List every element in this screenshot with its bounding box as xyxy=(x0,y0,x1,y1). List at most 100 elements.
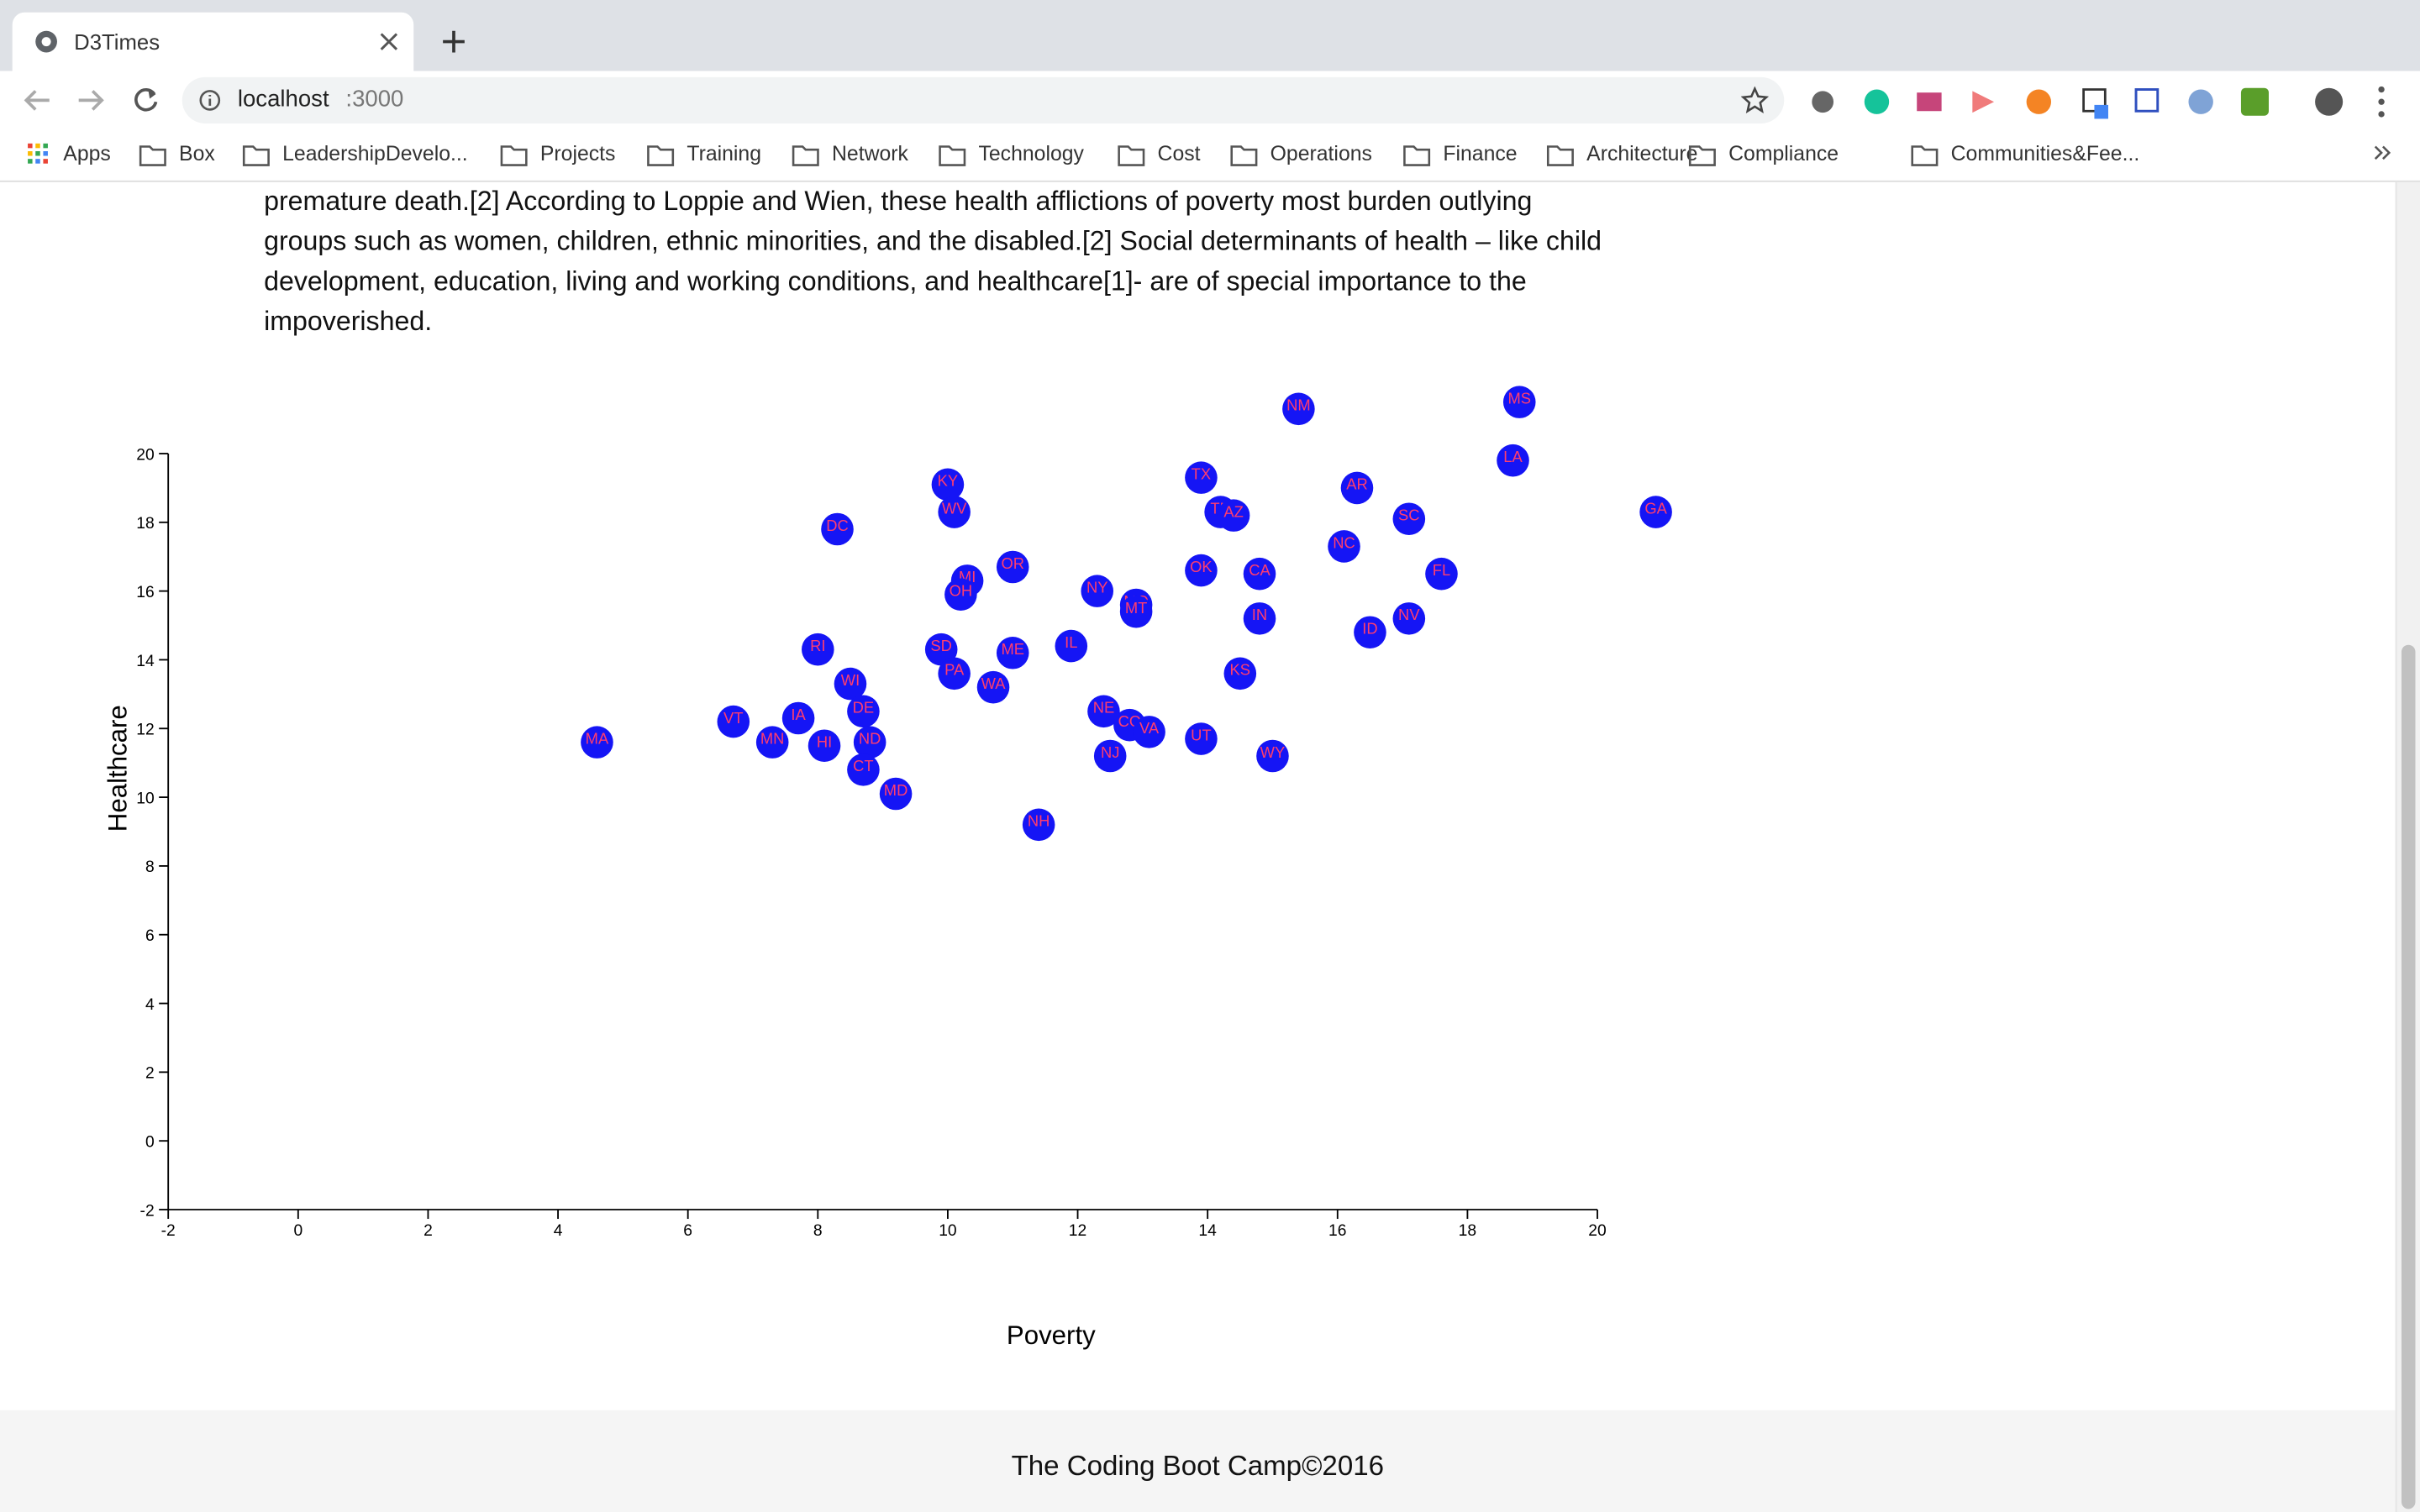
x-axis-title: Poverty xyxy=(1007,1320,1096,1350)
y-tick-label: 20 xyxy=(136,446,154,464)
more-bookmarks[interactable] xyxy=(2372,142,2394,164)
data-point xyxy=(1223,657,1257,690)
bookmark-icon xyxy=(939,145,966,166)
bookmark[interactable]: LeadershipDevelo... xyxy=(282,141,468,165)
data-point xyxy=(581,726,613,759)
bookmark-icon xyxy=(1911,145,1939,166)
bookmark-icon xyxy=(1403,145,1431,166)
y-tick-label: -2 xyxy=(140,1202,155,1220)
point-label: MD xyxy=(884,781,908,799)
point-label: KS xyxy=(1230,661,1250,679)
point-label: MT xyxy=(1125,599,1148,617)
bookmark-icon xyxy=(647,145,675,166)
bookmark[interactable]: Technology xyxy=(978,141,1084,165)
point-label: MN xyxy=(760,729,785,747)
bookmark[interactable]: Communities&Fee... xyxy=(1950,141,2140,165)
point-label: IN xyxy=(1252,606,1267,623)
point-label: NC xyxy=(1333,533,1355,551)
bookmark[interactable]: Training xyxy=(687,141,762,165)
paragraph-line: premature death.[2] According to Loppie … xyxy=(264,185,1533,217)
tab-close[interactable] xyxy=(380,33,398,51)
data-point xyxy=(1392,502,1426,536)
data-point xyxy=(781,701,815,735)
bookmark[interactable]: Architecture xyxy=(1586,141,1698,165)
point-label: SD xyxy=(930,637,952,654)
point-label: HI xyxy=(817,733,832,751)
point-label: UT xyxy=(1191,726,1211,743)
y-tick-label: 2 xyxy=(145,1065,155,1083)
bookmark[interactable]: Box xyxy=(179,141,215,165)
data-point xyxy=(853,726,886,759)
data-point xyxy=(1185,554,1218,587)
x-tick-label: 14 xyxy=(1198,1222,1217,1240)
x-tick-label: 6 xyxy=(683,1222,692,1240)
bookmark-icon xyxy=(139,145,166,166)
data-point xyxy=(1217,499,1250,532)
point-label: WI xyxy=(841,671,860,689)
bookmark[interactable]: Cost xyxy=(1157,141,1201,165)
paragraph-line: development, education, living and worki… xyxy=(264,265,1527,297)
nav-buttons[interactable] xyxy=(18,83,173,117)
tab[interactable]: D3Times xyxy=(12,12,414,71)
bookmark[interactable]: Apps xyxy=(63,141,111,165)
data-point xyxy=(821,512,854,546)
x-tick-label: 20 xyxy=(1588,1222,1606,1240)
tab-title: D3Times xyxy=(74,29,160,55)
y-tick-label: 16 xyxy=(136,584,154,601)
bookmark[interactable]: Finance xyxy=(1443,141,1518,165)
point-label: OH xyxy=(950,582,973,600)
y-axis-title: Healthcare xyxy=(103,705,133,832)
data-point xyxy=(1282,392,1315,426)
bookmark-icon xyxy=(1688,145,1716,166)
point-label: NV xyxy=(1398,606,1420,623)
data-point xyxy=(1119,595,1153,628)
data-point xyxy=(1022,808,1055,842)
data-point xyxy=(931,468,965,501)
data-point xyxy=(1425,557,1458,591)
y-tick-label: 18 xyxy=(136,515,154,533)
data-point xyxy=(717,705,750,738)
data-point xyxy=(808,729,841,763)
bookmark-icon xyxy=(1546,145,1574,166)
footer-text: The Coding Boot Camp©2016 xyxy=(1011,1450,1385,1482)
data-point xyxy=(1639,496,1672,528)
data-point xyxy=(1185,722,1218,755)
data-point xyxy=(1243,602,1276,635)
y-tick-label: 8 xyxy=(145,858,155,876)
point-label: SC xyxy=(1398,507,1420,524)
bookmark-icon xyxy=(792,145,819,166)
point-label: VT xyxy=(723,709,743,727)
bookmark[interactable]: Projects xyxy=(539,141,616,165)
point-label: WA xyxy=(981,675,1007,692)
info-icon xyxy=(199,90,221,111)
data-point xyxy=(938,657,971,690)
x-tick-label: 10 xyxy=(939,1222,956,1240)
point-label: KY xyxy=(938,472,959,490)
url-host: localhost xyxy=(237,86,329,113)
bookmark[interactable]: Network xyxy=(832,141,908,165)
data-point xyxy=(938,496,971,528)
x-tick-label: 8 xyxy=(813,1222,823,1240)
point-label: NH xyxy=(1028,812,1050,830)
scroll-thumb[interactable] xyxy=(2401,644,2416,1509)
bookmark[interactable]: Compliance xyxy=(1728,141,1839,165)
data-point xyxy=(1055,629,1088,663)
point-label: PA xyxy=(944,661,965,679)
url-port: :3000 xyxy=(345,86,404,113)
data-point xyxy=(1133,716,1165,748)
address-bar[interactable]: localhost :3000 xyxy=(182,76,1785,123)
y-tick-label: 10 xyxy=(136,790,154,807)
x-tick-label: 2 xyxy=(424,1222,433,1240)
extensions[interactable] xyxy=(1806,81,2407,123)
new-tab[interactable] xyxy=(439,28,467,55)
point-label: WV xyxy=(942,499,967,517)
data-point xyxy=(1256,739,1289,773)
bookmark-star[interactable] xyxy=(1740,86,1769,114)
bookmark-icon xyxy=(1230,145,1258,166)
bookmark[interactable]: Operations xyxy=(1270,141,1372,165)
data-point xyxy=(1087,695,1120,728)
data-point xyxy=(1185,461,1218,494)
data-point xyxy=(1328,530,1360,563)
point-label: VA xyxy=(1139,719,1160,737)
